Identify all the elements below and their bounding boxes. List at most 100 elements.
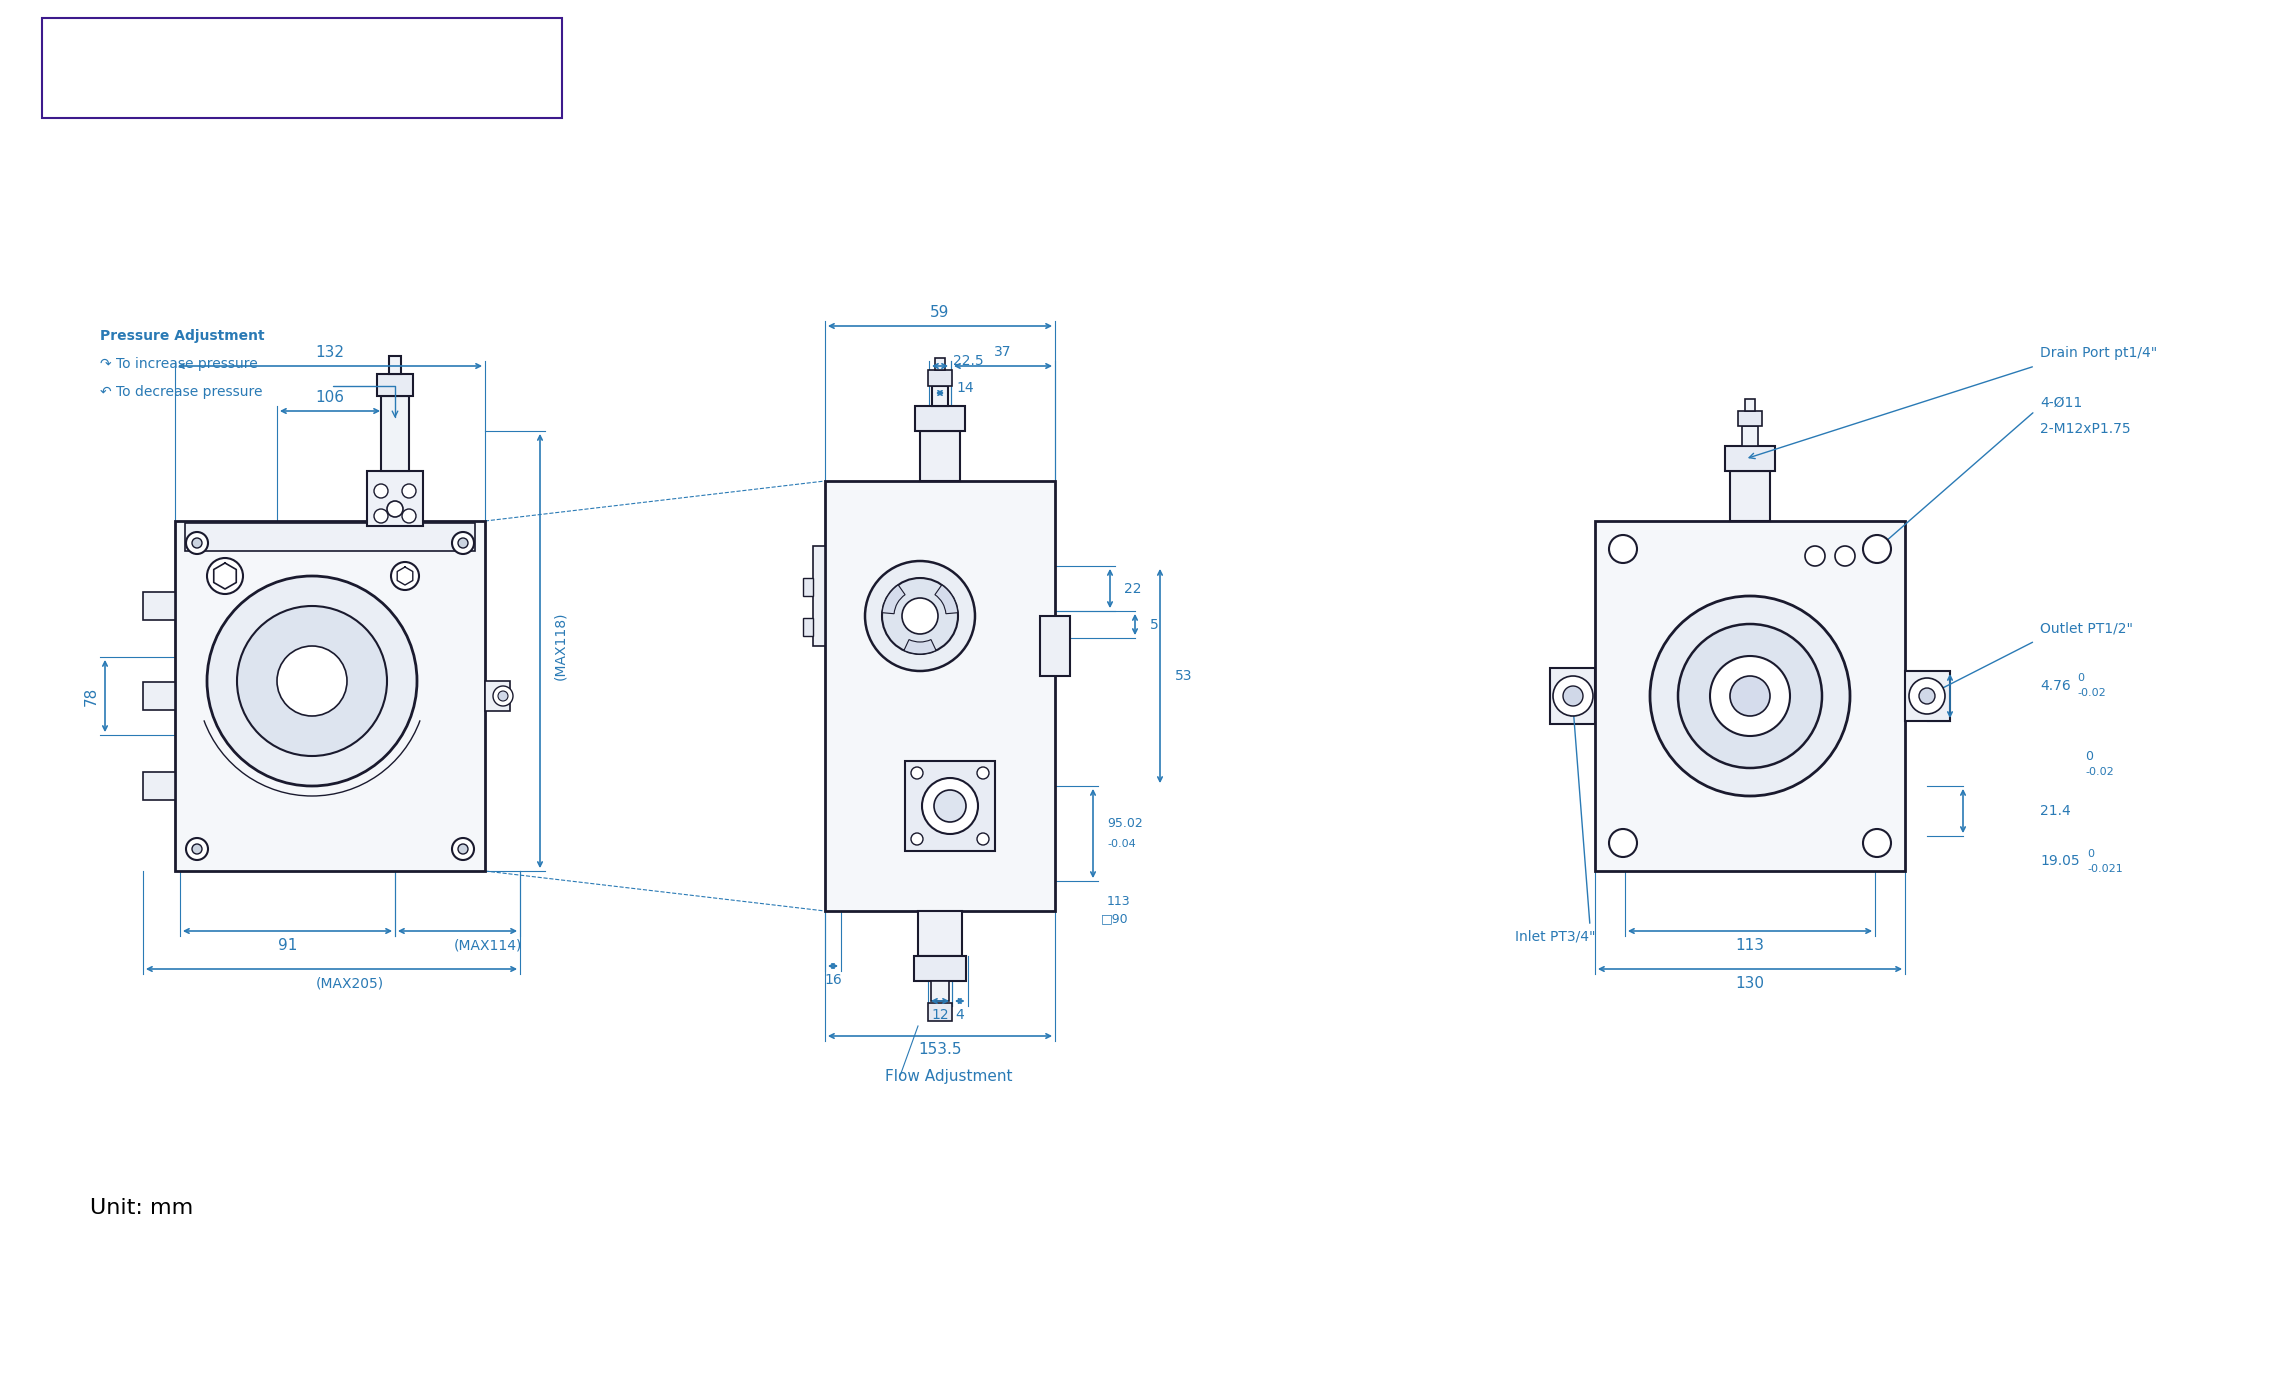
Bar bbox=[388, 356, 402, 374]
Text: 30: 30 bbox=[368, 19, 418, 54]
Circle shape bbox=[375, 509, 388, 523]
Text: 91: 91 bbox=[279, 937, 297, 952]
Circle shape bbox=[208, 577, 418, 786]
Text: ↶ To decrease pressure: ↶ To decrease pressure bbox=[100, 385, 263, 399]
Text: 4.76: 4.76 bbox=[2040, 678, 2072, 694]
Text: VCM-SM-: VCM-SM- bbox=[69, 40, 279, 83]
Circle shape bbox=[192, 843, 201, 854]
Text: 5: 5 bbox=[1151, 618, 1158, 632]
Text: 0: 0 bbox=[2088, 849, 2094, 859]
Text: 14: 14 bbox=[957, 381, 973, 395]
Circle shape bbox=[493, 687, 514, 706]
Circle shape bbox=[1834, 546, 1855, 566]
Text: 16: 16 bbox=[825, 973, 843, 987]
Bar bbox=[185, 523, 475, 550]
Bar bbox=[813, 546, 825, 645]
Text: 4-Ø11: 4-Ø11 bbox=[2040, 396, 2083, 410]
Text: 21.4: 21.4 bbox=[2040, 804, 2072, 817]
Text: □90: □90 bbox=[1101, 912, 1128, 926]
Bar bbox=[1743, 427, 1759, 446]
Bar bbox=[377, 374, 413, 396]
Circle shape bbox=[1919, 688, 1935, 705]
Text: 0: 0 bbox=[2076, 673, 2083, 682]
Bar bbox=[144, 592, 176, 621]
Circle shape bbox=[934, 790, 966, 821]
Text: 40: 40 bbox=[368, 66, 418, 100]
Bar bbox=[904, 761, 996, 850]
Circle shape bbox=[238, 605, 386, 755]
Text: -0.02: -0.02 bbox=[2076, 688, 2106, 698]
Bar bbox=[825, 482, 1055, 911]
Bar bbox=[1738, 411, 1761, 427]
Bar bbox=[1729, 471, 1770, 522]
Circle shape bbox=[911, 766, 923, 779]
Circle shape bbox=[459, 843, 468, 854]
Text: -0.021: -0.021 bbox=[2088, 864, 2122, 874]
Circle shape bbox=[1679, 623, 1823, 768]
Text: Outlet PT1/2": Outlet PT1/2" bbox=[2040, 621, 2133, 634]
Circle shape bbox=[391, 561, 418, 590]
Text: - 20: - 20 bbox=[434, 40, 525, 83]
Text: Unit: mm: Unit: mm bbox=[89, 1198, 194, 1218]
Text: 59: 59 bbox=[930, 304, 950, 319]
Bar bbox=[804, 578, 813, 596]
Circle shape bbox=[192, 538, 201, 548]
Text: 37: 37 bbox=[994, 345, 1012, 359]
Text: 132: 132 bbox=[315, 344, 345, 359]
Bar bbox=[41, 18, 562, 118]
Bar bbox=[1905, 671, 1951, 721]
Text: (MAX114): (MAX114) bbox=[452, 938, 521, 952]
Circle shape bbox=[923, 777, 978, 834]
Bar bbox=[176, 522, 484, 871]
Wedge shape bbox=[882, 585, 904, 614]
Circle shape bbox=[1553, 676, 1592, 716]
Circle shape bbox=[978, 766, 989, 779]
Bar bbox=[1745, 399, 1754, 411]
Text: (MAX118): (MAX118) bbox=[553, 612, 566, 680]
Wedge shape bbox=[904, 640, 936, 654]
Bar bbox=[920, 431, 959, 482]
Bar bbox=[144, 682, 176, 710]
Circle shape bbox=[402, 509, 416, 523]
Text: 113: 113 bbox=[1108, 894, 1131, 908]
Circle shape bbox=[498, 691, 507, 700]
Bar bbox=[927, 370, 952, 387]
Bar bbox=[934, 358, 946, 370]
Circle shape bbox=[1711, 656, 1791, 736]
Bar bbox=[1724, 446, 1775, 471]
Circle shape bbox=[1804, 546, 1825, 566]
Text: 95.02: 95.02 bbox=[1108, 817, 1142, 830]
Bar bbox=[804, 618, 813, 636]
Text: 2-M12xP1.75: 2-M12xP1.75 bbox=[2040, 422, 2131, 436]
Circle shape bbox=[185, 838, 208, 860]
Circle shape bbox=[1864, 828, 1891, 857]
Bar bbox=[1039, 616, 1069, 676]
Circle shape bbox=[402, 484, 416, 498]
Text: 4: 4 bbox=[955, 1009, 964, 1022]
Circle shape bbox=[375, 484, 388, 498]
Circle shape bbox=[386, 501, 402, 517]
Text: -0.02: -0.02 bbox=[2085, 766, 2113, 777]
Bar bbox=[927, 1003, 952, 1021]
Text: -0.04: -0.04 bbox=[1108, 838, 1135, 849]
Circle shape bbox=[208, 559, 242, 594]
Text: 53: 53 bbox=[1174, 669, 1192, 682]
Text: Inlet PT3/4": Inlet PT3/4" bbox=[1514, 929, 1597, 943]
Text: 0: 0 bbox=[2085, 750, 2092, 762]
Bar bbox=[368, 471, 423, 526]
Bar bbox=[484, 681, 509, 711]
Wedge shape bbox=[934, 585, 957, 614]
Circle shape bbox=[1909, 678, 1946, 714]
Text: 78: 78 bbox=[85, 687, 98, 706]
Circle shape bbox=[882, 578, 957, 654]
Text: 22: 22 bbox=[1124, 582, 1142, 596]
Text: (MAX205): (MAX205) bbox=[315, 976, 384, 989]
Bar bbox=[916, 406, 966, 431]
Text: Pressure Adjustment: Pressure Adjustment bbox=[100, 329, 265, 343]
Text: 106: 106 bbox=[315, 389, 345, 405]
Circle shape bbox=[452, 533, 475, 555]
Bar bbox=[932, 981, 948, 1000]
Circle shape bbox=[902, 599, 939, 634]
Text: 153.5: 153.5 bbox=[918, 1043, 962, 1058]
Bar bbox=[144, 772, 176, 799]
